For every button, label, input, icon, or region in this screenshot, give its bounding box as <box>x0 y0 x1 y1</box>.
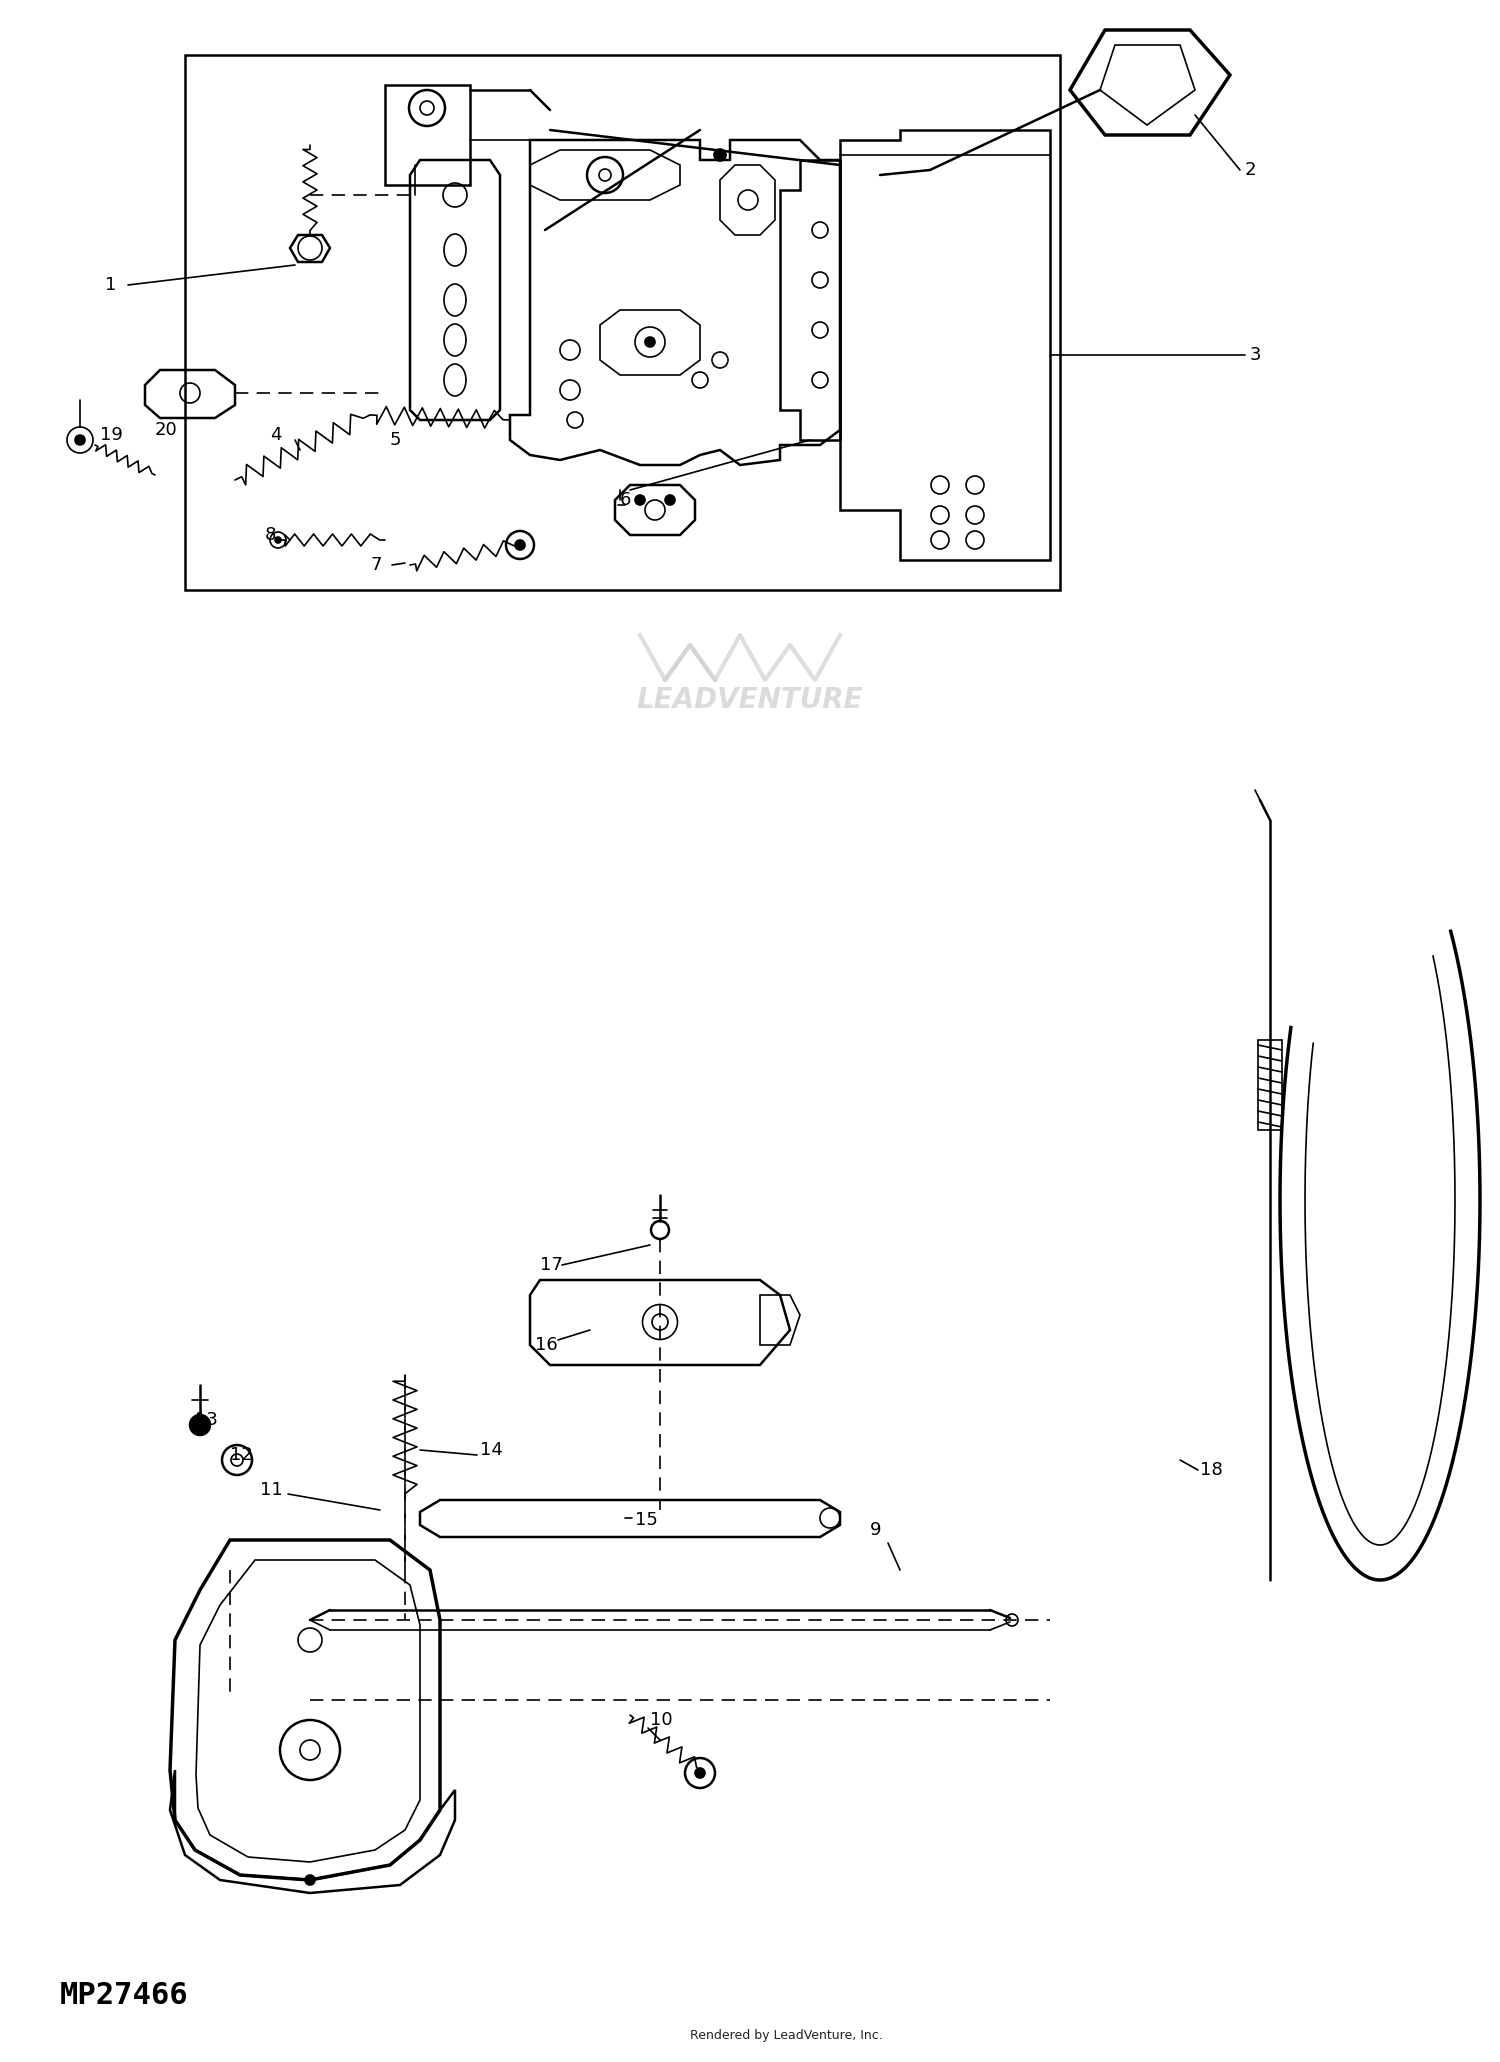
Circle shape <box>190 1415 210 1435</box>
Text: 7: 7 <box>370 557 381 573</box>
Text: 1: 1 <box>105 276 117 295</box>
Text: 4: 4 <box>270 427 282 443</box>
Circle shape <box>304 1874 315 1885</box>
Text: 19: 19 <box>100 427 123 443</box>
Bar <box>386 85 470 186</box>
Circle shape <box>645 336 656 346</box>
Text: LEADVENTURE: LEADVENTURE <box>636 687 864 713</box>
Circle shape <box>274 536 280 542</box>
Bar <box>184 56 1060 590</box>
Text: 12: 12 <box>230 1445 254 1464</box>
Text: 15: 15 <box>634 1511 658 1530</box>
Text: 2: 2 <box>1245 161 1257 179</box>
Text: 14: 14 <box>480 1441 502 1460</box>
Text: MP27466: MP27466 <box>60 1980 189 2010</box>
Circle shape <box>514 540 525 551</box>
Text: Rendered by LeadVenture, Inc.: Rendered by LeadVenture, Inc. <box>690 2029 882 2041</box>
Bar <box>1258 1039 1282 1130</box>
Circle shape <box>664 495 675 505</box>
Text: 11: 11 <box>260 1481 282 1499</box>
Text: 3: 3 <box>1250 346 1262 365</box>
Circle shape <box>634 495 645 505</box>
Text: 9: 9 <box>870 1522 882 1538</box>
Text: 13: 13 <box>195 1410 217 1429</box>
Circle shape <box>75 435 86 445</box>
Text: 17: 17 <box>540 1256 562 1274</box>
Text: 20: 20 <box>154 421 177 439</box>
Circle shape <box>694 1767 705 1777</box>
Text: 8: 8 <box>266 526 276 544</box>
Text: 16: 16 <box>536 1336 558 1355</box>
Circle shape <box>714 148 726 161</box>
Text: 6: 6 <box>620 491 632 509</box>
Text: 10: 10 <box>650 1711 672 1730</box>
Text: 5: 5 <box>390 431 402 450</box>
Text: 18: 18 <box>1200 1462 1222 1478</box>
